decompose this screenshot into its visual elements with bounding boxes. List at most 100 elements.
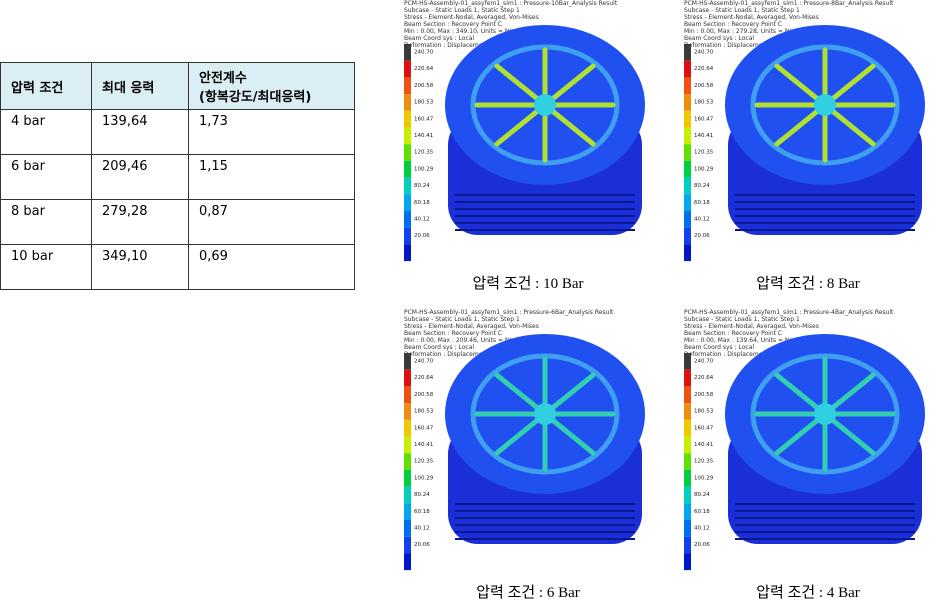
legend-swatch: [684, 144, 691, 161]
legend-swatch: [404, 503, 411, 520]
legend-swatch: [684, 77, 691, 95]
legend-label: 100.29: [694, 475, 714, 481]
table-cell: 10 bar: [0, 244, 92, 290]
header-line: PCM-HS-Assembly-01_assyfem1_sim1 : Press…: [684, 0, 894, 7]
table-cell: 0,87: [188, 199, 355, 245]
legend-label: 40.12: [694, 217, 710, 223]
table-cell: 139,64: [91, 109, 189, 155]
legend-label: 80.24: [694, 492, 710, 498]
legend-swatch: [404, 419, 411, 437]
legend-label: 60.18: [694, 509, 710, 515]
table-cell: 1,15: [188, 154, 355, 200]
legend-label: 220.64: [694, 66, 714, 72]
legend-label: 160.47: [694, 116, 714, 122]
legend-label: 80.24: [694, 183, 710, 189]
legend-swatch: [404, 520, 411, 537]
header-line: Beam Section : Recovery Point C: [684, 330, 782, 337]
header-line: Deformation : Displacement - Nodal Magni…: [404, 42, 546, 49]
legend-label: 200.58: [694, 392, 714, 398]
legend-label: 40.12: [414, 217, 430, 223]
header-line: Beam Coord sys : Local: [404, 35, 474, 42]
header-line: Beam Coord sys : Local: [684, 35, 754, 42]
legend-swatch: [404, 44, 411, 61]
legend-swatch: [404, 453, 411, 470]
result-panel: PCM-HS-Assembly-01_assyfem1_sim1 : Press…: [400, 309, 656, 609]
fea-image: PCM-HS-Assembly-01_assyfem1_sim1 : Press…: [404, 309, 645, 571]
legend-label: 240.70: [694, 359, 714, 365]
legend-swatch: [404, 469, 411, 487]
header: PCM-HS-Assembly-01_assyfem1_sim1 : Press…: [684, 0, 894, 49]
fea-image: PCM-HS-Assembly-01_assyfem1_sim1 : Press…: [684, 0, 925, 262]
legend-swatch: [684, 369, 691, 387]
legend-label: 160.47: [414, 116, 434, 122]
legend-label: 80.24: [414, 492, 430, 498]
table-row: 10 bar 349,10 0,69: [0, 244, 355, 290]
legend-label: 160.47: [414, 425, 434, 431]
legend-label: 240.70: [694, 50, 714, 56]
legend-label: 220.64: [414, 375, 434, 381]
legend-label: 240.70: [414, 50, 434, 56]
legend-label: 40.12: [414, 526, 430, 532]
legend-swatch: [684, 94, 691, 111]
legend-label: 180.53: [694, 409, 714, 415]
legend-label: 20.06: [694, 542, 710, 548]
legend-label: 100.29: [694, 166, 714, 172]
legend-swatch: [684, 536, 691, 554]
legend-swatch: [404, 144, 411, 161]
legend-swatch: [404, 77, 411, 95]
legend-label: 100.29: [414, 166, 434, 172]
header-line: Beam Coord sys : Local: [684, 344, 754, 351]
legend-label: 20.06: [694, 233, 710, 239]
header-line: Stress - Element-Nodal, Averaged, Von-Mi…: [404, 323, 539, 330]
legend-swatch: [404, 536, 411, 554]
legend-swatch: [684, 469, 691, 487]
header-line: Min : 0.00, Max : 279.28, Units = N/mm^2…: [684, 28, 829, 35]
header: PCM-HS-Assembly-01_assyfem1_sim1 : Press…: [404, 309, 614, 358]
fea-image: PCM-HS-Assembly-01_assyfem1_sim1 : Press…: [684, 309, 925, 571]
header-line: Beam Section : Recovery Point C: [404, 330, 502, 337]
legend-label: 200.58: [414, 83, 434, 89]
legend-swatch: [684, 353, 691, 370]
legend-swatch: [684, 403, 691, 420]
legend-swatch: [684, 127, 691, 145]
legend-label: 160.47: [694, 425, 714, 431]
legend-swatch: [684, 553, 691, 571]
table-cell: 279,28: [91, 199, 189, 245]
legend-label: 120.35: [414, 150, 434, 156]
table-cell: 0,69: [188, 244, 355, 290]
legend-label: 140.41: [694, 442, 713, 448]
table-cell: 4 bar: [0, 109, 92, 155]
table-cell: 6 bar: [0, 154, 92, 200]
legend-swatch: [404, 110, 411, 128]
legend-label: 240.70: [414, 359, 434, 365]
header-line: Beam Coord sys : Local: [404, 344, 474, 351]
header: PCM-HS-Assembly-01_assyfem1_sim1 : Press…: [684, 309, 894, 358]
inner-ring: [750, 353, 900, 475]
result-panel: PCM-HS-Assembly-01_assyfem1_sim1 : Press…: [680, 309, 936, 609]
stress-table: 압력 조건 최대 응력 안전계수 (항복강도/최대응력) 4 bar 139,64 1,7…: [0, 62, 355, 290]
legend-label: 20.06: [414, 542, 430, 548]
header-line: PCM-HS-Assembly-01_assyfem1_sim1 : Press…: [684, 309, 894, 316]
caption: 압력 조건 : 8 Bar: [756, 276, 860, 292]
legend-label: 180.53: [414, 409, 434, 415]
legend-label: 140.41: [694, 133, 713, 139]
legend-swatch: [684, 194, 691, 211]
legend-swatch: [684, 177, 691, 195]
legend-swatch: [404, 127, 411, 145]
fea-image: PCM-HS-Assembly-01_assyfem1_sim1 : Press…: [404, 0, 645, 262]
legend-swatch: [404, 553, 411, 571]
legend-label: 100.29: [414, 475, 434, 481]
legend-swatch: [684, 486, 691, 504]
table-row: 4 bar 139,64 1,73: [0, 109, 355, 155]
legend-swatch: [404, 194, 411, 211]
header-line: PCM-HS-Assembly-01_assyfem1_sim1 : Press…: [404, 309, 614, 316]
table-cell: 209,46: [91, 154, 189, 200]
legend: 240.70 220.64 200.58 180.53 160.47 140.41 120.…: [404, 44, 434, 262]
legend-label: 60.18: [414, 509, 430, 515]
header-cell: 안전계수 (항복강도/최대응력): [188, 62, 355, 110]
result-panel: PCM-HS-Assembly-01_assyfem1_sim1 : Press…: [400, 0, 656, 300]
legend-swatch: [404, 353, 411, 370]
legend-swatch: [684, 60, 691, 78]
legend-swatch: [404, 177, 411, 195]
legend-label: 200.58: [694, 83, 714, 89]
